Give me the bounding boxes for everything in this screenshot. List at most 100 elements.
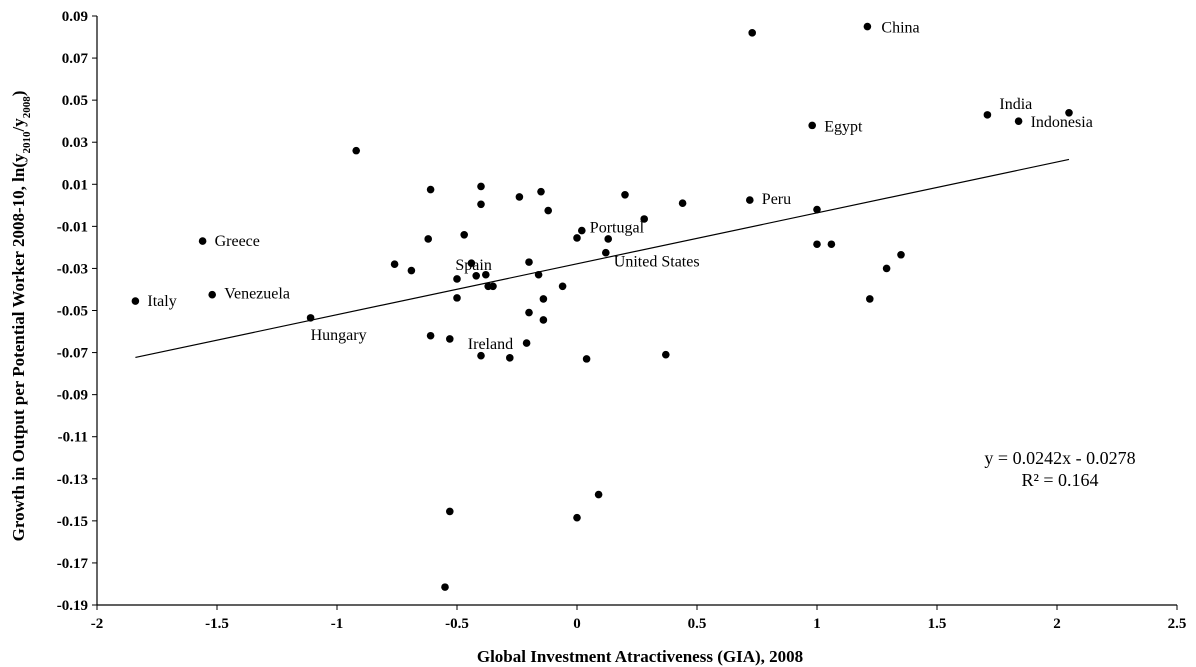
trendline-group <box>135 158 1070 359</box>
data-point <box>808 121 816 130</box>
y-tick-label: -0.03 <box>57 261 88 277</box>
x-tick-label: -1.5 <box>205 616 229 632</box>
data-point <box>662 350 670 359</box>
data-point <box>522 339 531 347</box>
trendline-r-squared: R² = 0.164 <box>1021 470 1098 490</box>
data-point <box>446 507 454 516</box>
data-point <box>472 271 481 280</box>
y-tick-label: -0.01 <box>57 219 88 235</box>
data-point <box>477 182 485 191</box>
data-point <box>827 240 836 249</box>
data-point <box>525 258 533 266</box>
point-label: Ireland <box>468 336 513 353</box>
data-point <box>477 200 485 209</box>
data-point <box>882 264 891 273</box>
point-label: Peru <box>762 191 791 208</box>
data-point <box>746 196 754 204</box>
data-point <box>897 250 905 259</box>
data-point <box>866 295 874 303</box>
y-axis-title-sub1: 2010 <box>21 131 33 154</box>
data-point <box>602 248 610 257</box>
x-tick-label: 2 <box>1053 616 1061 632</box>
point-label: Egypt <box>824 118 863 135</box>
data-point <box>558 282 567 291</box>
data-point <box>446 335 454 343</box>
data-point <box>748 29 756 37</box>
data-point <box>426 185 435 194</box>
data-point <box>863 22 872 31</box>
data-point <box>506 354 514 362</box>
point-label: Hungary <box>311 327 367 344</box>
y-axis-title-main: Growth in Output per Potential Worker 20… <box>9 153 28 541</box>
x-axis-title: Global Investment Atractiveness (GIA), 2… <box>477 647 803 666</box>
data-point <box>573 234 581 242</box>
y-axis-title-end: ) <box>9 91 28 97</box>
point-label: Portugal <box>590 220 645 237</box>
axes: 0.09 0.07 0.05 0.03 0.01 -0.01 -0.03 -0.05 -0.07… <box>57 9 1187 632</box>
data-point <box>198 237 207 245</box>
data-point <box>678 199 687 208</box>
y-axis-title: Growth in Output per Potential Worker 20… <box>9 91 33 542</box>
y-tick-label: 0.03 <box>62 135 88 151</box>
point-label: Greece <box>215 233 260 250</box>
data-point <box>460 230 469 239</box>
data-point <box>813 205 821 214</box>
point-label: Indonesia <box>1031 114 1093 131</box>
y-tick-label: -0.15 <box>57 514 88 530</box>
point-label: China <box>881 20 919 37</box>
data-point <box>306 314 315 322</box>
trendline <box>135 158 1070 359</box>
y-axis-title-mid: /y <box>9 118 28 133</box>
x-tick-label: 1 <box>813 616 821 632</box>
data-point <box>426 331 435 340</box>
y-tick-label: 0.05 <box>62 93 88 109</box>
trendline-equation: y = 0.0242x - 0.0278 <box>984 448 1135 468</box>
y-tick-label: 0.09 <box>62 9 88 25</box>
data-point <box>594 490 603 499</box>
data-point <box>640 215 648 223</box>
data-point <box>489 282 497 291</box>
y-axis-title-sub2: 2008 <box>21 96 33 119</box>
point-label: India <box>999 96 1032 113</box>
y-tick-label: -0.09 <box>57 388 88 404</box>
y-tick-label: -0.07 <box>57 346 89 362</box>
data-point <box>208 290 216 299</box>
data-point <box>515 193 524 201</box>
y-tick-label: -0.11 <box>58 430 88 446</box>
data-point <box>441 583 449 591</box>
x-tick-label: 0.5 <box>688 616 707 632</box>
point-label: Italy <box>147 293 176 310</box>
data-point <box>352 146 361 155</box>
data-point <box>477 351 485 360</box>
data-point <box>390 260 399 269</box>
data-point <box>453 275 461 283</box>
data-point <box>467 259 476 267</box>
y-tick-label: 0.01 <box>62 177 88 193</box>
data-point <box>578 226 586 235</box>
data-point <box>1065 108 1073 117</box>
y-tick-label: -0.17 <box>57 556 89 572</box>
point-label: Spain <box>455 257 491 274</box>
data-point <box>544 206 552 215</box>
data-point <box>621 191 629 199</box>
x-tick-label: 1.5 <box>928 616 947 632</box>
data-point <box>539 295 548 303</box>
data-point <box>983 111 992 119</box>
y-tick-label: -0.13 <box>57 472 88 488</box>
x-tick-label: 2.5 <box>1168 616 1187 632</box>
data-point <box>539 316 548 324</box>
data-point <box>582 355 591 363</box>
data-point <box>573 513 581 522</box>
data-point <box>537 187 545 196</box>
x-tick-label: -2 <box>91 616 104 632</box>
data-point <box>407 266 416 275</box>
point-label: Venezuela <box>224 286 290 303</box>
y-tick-label: -0.05 <box>57 304 88 320</box>
y-tick-label: -0.19 <box>57 598 88 614</box>
data-point <box>813 240 821 249</box>
data-point <box>525 308 533 317</box>
x-tick-label: -0.5 <box>445 616 469 632</box>
data-point <box>604 235 612 243</box>
